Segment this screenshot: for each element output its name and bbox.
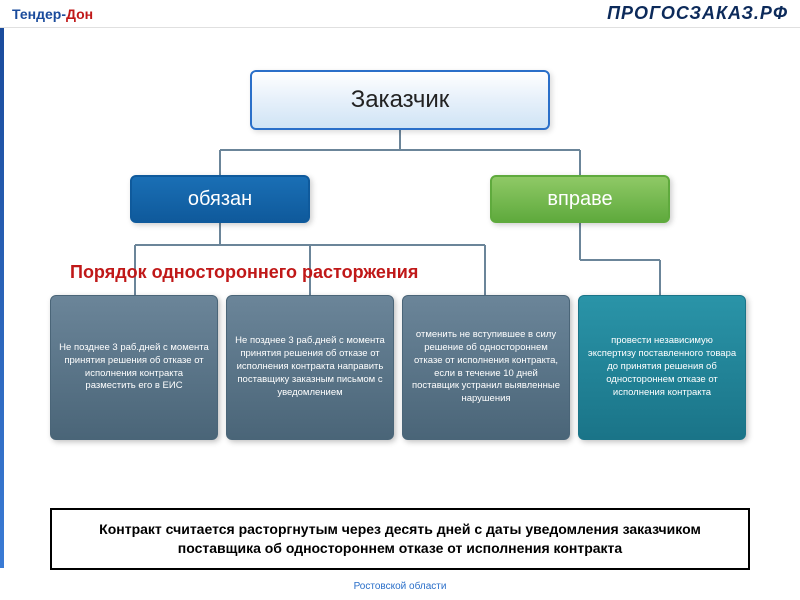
mid-node-obliged: обязан (130, 175, 310, 223)
org-diagram: Заказчик обязан вправе (60, 70, 740, 223)
leaf-node: провести независимую экспертизу поставле… (578, 295, 746, 440)
summary-text: Контракт считается расторгнутым через де… (99, 521, 701, 556)
leaf-node: отменить не вступившее в силу решение об… (402, 295, 570, 440)
logo-left-part1: Тендер- (12, 6, 66, 22)
leaf-node: Не позднее 3 раб.дней с момента принятия… (226, 295, 394, 440)
mid-label: обязан (188, 188, 252, 211)
leaf-text: Не позднее 3 раб.дней с момента принятия… (59, 342, 209, 393)
logo-left: Тендер-Дон (12, 6, 93, 22)
leaf-text: Не позднее 3 раб.дней с момента принятия… (235, 335, 385, 399)
summary-box: Контракт считается расторгнутым через де… (50, 508, 750, 570)
logo-right: ПРОГОСЗАКАЗ.РФ (607, 3, 788, 24)
leaf-row: Не позднее 3 раб.дней с момента принятия… (50, 295, 750, 440)
root-label: Заказчик (351, 86, 450, 114)
footer: Ростовской области (354, 581, 447, 592)
leaf-node: Не позднее 3 раб.дней с момента принятия… (50, 295, 218, 440)
subtitle: Порядок одностороннего расторжения (70, 262, 418, 283)
header: Тендер-Дон ПРОГОСЗАКАЗ.РФ (0, 0, 800, 28)
mid-node-entitled: вправе (490, 175, 670, 223)
leaf-text: провести независимую экспертизу поставле… (587, 335, 737, 399)
sidebar-accent (0, 28, 4, 568)
leaf-text: отменить не вступившее в силу решение об… (411, 329, 561, 406)
root-node: Заказчик (250, 70, 550, 130)
mid-label: вправе (547, 188, 612, 211)
logo-left-part2: Дон (66, 6, 93, 22)
mid-row: обязан вправе (60, 175, 740, 223)
